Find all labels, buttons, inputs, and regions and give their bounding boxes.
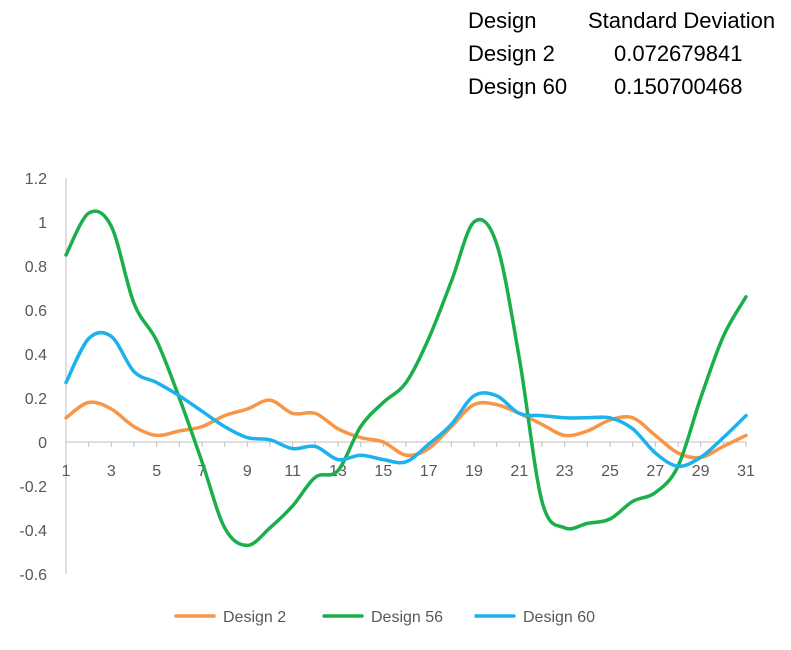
y-tick-label: 0.6: [25, 303, 47, 320]
header-standard-deviation: Standard Deviation: [588, 8, 776, 33]
x-tick-label: 19: [465, 463, 483, 480]
y-tick-label: 0.4: [25, 347, 47, 364]
y-tick-label: 0.8: [25, 259, 47, 276]
x-tick-label: 1: [62, 463, 71, 480]
row-label: Design 60: [468, 74, 568, 99]
x-tick-label: 17: [420, 463, 438, 480]
x-tick-label: 11: [284, 463, 301, 480]
y-tick-label: 0.2: [25, 391, 47, 408]
row-label: Design 2: [468, 41, 555, 66]
y-tick-label: 0: [38, 435, 47, 452]
x-tick-label: 15: [374, 463, 392, 480]
y-tick-label: -0.6: [19, 567, 47, 584]
x-tick-label: 3: [107, 463, 116, 480]
y-tick-label: -0.4: [19, 523, 47, 540]
series-line-design-56: [64, 209, 748, 548]
row-value: 0.150700468: [614, 74, 743, 99]
y-tick-label: 1: [38, 215, 47, 232]
legend-label-design-2: Design 2: [223, 609, 286, 626]
y-tick-label: 1.2: [25, 171, 47, 188]
x-tick-label: 27: [646, 463, 664, 480]
x-tick-label: 23: [556, 463, 574, 480]
header-design: Design: [468, 8, 537, 33]
x-tick-label: 25: [601, 463, 619, 480]
x-tick-label: 7: [198, 463, 207, 480]
legend-label-design-56: Design 56: [371, 609, 443, 626]
x-tick-label: 31: [737, 463, 755, 480]
x-tick-label: 9: [243, 463, 252, 480]
row-value: 0.072679841: [614, 41, 743, 66]
x-tick-label: 5: [152, 463, 161, 480]
x-tick-label: 29: [692, 463, 710, 480]
x-tick-label: 21: [510, 463, 528, 480]
y-tick-label: -0.2: [19, 479, 47, 496]
legend-label-design-60: Design 60: [523, 609, 595, 626]
series-line-design-2: [64, 398, 748, 460]
series-line-design-60: [64, 330, 748, 468]
